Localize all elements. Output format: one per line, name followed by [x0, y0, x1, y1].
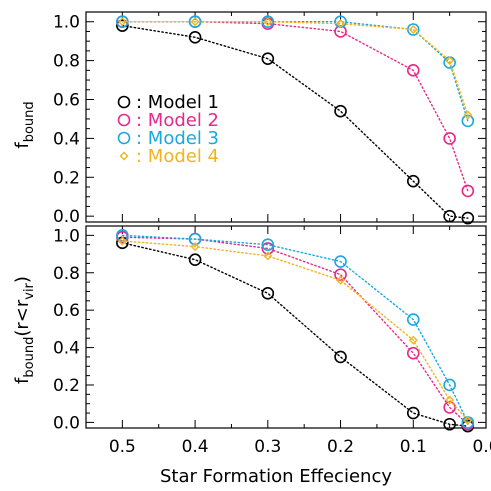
top-data-point-model-4 — [445, 56, 455, 66]
bottom-ylabel-paren-open: (r<r — [12, 299, 33, 337]
top-y-tick-label: 0.2 — [53, 168, 80, 188]
x-tick-label: 0.5 — [109, 437, 136, 457]
x-tick-label: 0.0 — [472, 437, 491, 457]
bottom-data-point-model-4 — [190, 242, 200, 252]
bottom-ylabel-paren-sub: vir — [22, 282, 37, 299]
bottom-data-point-model-4 — [336, 275, 346, 285]
legend-label: : Model 3 — [136, 128, 219, 149]
bottom-ylabel-main: f — [12, 377, 33, 384]
bottom-data-point-model-3 — [406, 313, 420, 326]
legend-marker — [119, 151, 129, 161]
top-data-point-model-2 — [461, 184, 475, 198]
bottom-plot-frame — [85, 225, 487, 429]
top-ylabel: fbound — [12, 101, 37, 148]
legend-label: : Model 1 — [136, 92, 219, 113]
bottom-data-point-model-4 — [117, 236, 127, 246]
top-data-point-model-4 — [263, 17, 273, 27]
bottom-ylabel-paren-close: ) — [12, 276, 33, 283]
top-data-point-model-4 — [463, 110, 473, 120]
legend-marker — [117, 95, 131, 109]
top-data-point-model-1 — [188, 30, 202, 44]
x-tick-label: 0.4 — [182, 437, 209, 457]
bottom-data-point-model-2 — [334, 268, 347, 281]
top-data-point-model-2 — [334, 25, 347, 38]
bottom-series-line-model-3 — [121, 234, 469, 424]
bottom-data-point-model-4 — [463, 416, 473, 426]
top-data-point-model-4 — [190, 17, 200, 27]
bottom-data-point-model-4 — [263, 251, 273, 261]
bottom-y-tick-label: 0.6 — [53, 301, 80, 321]
legend: : Model 1: Model 2: Model 3: Model 4 — [117, 92, 219, 167]
top-data-point-model-1 — [116, 19, 129, 32]
bottom-y-tick-label: 1.0 — [53, 226, 80, 246]
bottom-y-tick-label: 0.0 — [53, 413, 80, 433]
bottom-ylabel-sub: bound — [22, 337, 37, 378]
bottom-series-line-model-2 — [121, 236, 469, 425]
bottom-ylabel: fbound(r<rvir) — [12, 276, 37, 384]
bottom-y-tick-label: 0.4 — [53, 339, 80, 359]
legend-label: : Model 4 — [136, 146, 219, 167]
top-y-tick-label: 0.8 — [53, 52, 80, 72]
bottom-data-point-model-1 — [188, 253, 202, 266]
bottom-series-line-model-1 — [121, 242, 469, 427]
top-data-point-model-1 — [406, 174, 420, 188]
bottom-data-point-model-2 — [443, 401, 456, 414]
x-tick-label: 0.2 — [327, 437, 354, 457]
bottom-data-point-model-3 — [443, 378, 456, 392]
x-tick-label: 0.3 — [254, 437, 281, 457]
top-panel: 0.0 0.2 0.4 0.6 0.8 1.0 — [53, 11, 487, 227]
bottom-panel: 0.0 0.2 0.4 0.6 0.8 1.0 0.5 0.4 0.3 0.2 0.1 0.0 — [53, 225, 491, 457]
top-data-point-model-1 — [334, 104, 347, 118]
top-y-tick-label: 0.6 — [53, 91, 80, 111]
bottom-y-tick-label: 0.8 — [53, 264, 80, 284]
top-y-tick-label: 0.4 — [53, 129, 80, 149]
top-series-line-model-4 — [121, 21, 469, 116]
bottom-data-point-model-3 — [188, 232, 202, 246]
top-data-point-model-4 — [336, 19, 346, 29]
legend-marker — [117, 131, 131, 145]
legend-label: : Model 2 — [136, 110, 219, 131]
bottom-data-point-model-3 — [334, 255, 347, 268]
top-series-line-model-1 — [121, 24, 469, 219]
top-y-tick-label: 1.0 — [53, 13, 80, 33]
bottom-data-point-model-2 — [261, 242, 275, 255]
top-data-point-model-4 — [408, 25, 418, 34]
top-data-point-model-1 — [261, 52, 275, 65]
bottom-data-point-model-4 — [408, 335, 418, 345]
bottom-data-point-model-1 — [406, 406, 420, 420]
bottom-series-line-model-4 — [121, 240, 469, 422]
bottom-data-point-model-1 — [261, 287, 275, 300]
bottom-data-point-model-1 — [334, 350, 347, 364]
top-y-tick-label: 0.0 — [53, 207, 80, 227]
top-data-point-model-1 — [461, 211, 475, 225]
top-plot-frame — [85, 11, 487, 223]
bottom-data-point-model-1 — [443, 417, 456, 431]
top-ylabel-main: f — [12, 142, 33, 149]
legend-marker — [117, 113, 131, 127]
top-data-point-model-3 — [188, 15, 202, 29]
bottom-data-point-model-4 — [445, 395, 455, 405]
bottom-data-point-model-2 — [406, 346, 420, 360]
bottom-y-tick-label: 0.2 — [53, 376, 80, 396]
top-data-point-model-2 — [443, 132, 456, 145]
top-data-point-model-4 — [117, 17, 127, 27]
top-ylabel-sub: bound — [22, 101, 37, 142]
x-axis-label: Star Formation Effeciency — [160, 466, 392, 487]
bottom-data-point-model-3 — [261, 238, 275, 252]
top-data-point-model-2 — [406, 64, 420, 77]
x-tick-label: 0.1 — [400, 437, 427, 457]
top-data-point-model-1 — [443, 209, 456, 223]
